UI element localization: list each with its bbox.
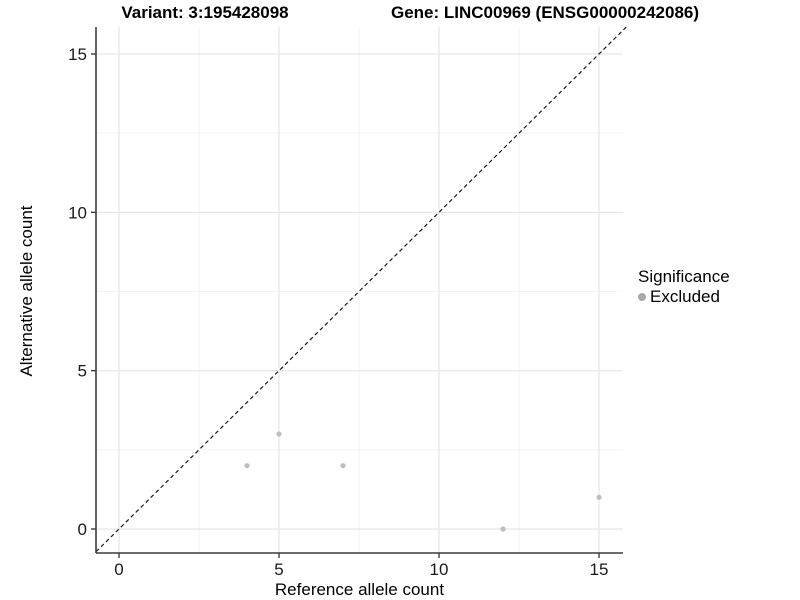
legend-title: Significance <box>638 267 730 286</box>
data-point <box>244 463 250 469</box>
y-tick-label: 0 <box>78 520 87 539</box>
variant-title: Variant: 3:195428098 <box>121 3 289 22</box>
data-point <box>596 494 602 500</box>
y-tick-label: 10 <box>68 203 87 222</box>
legend-item-excluded: Excluded <box>638 287 730 307</box>
legend-point-icon <box>638 293 646 301</box>
x-axis-title: Reference allele count <box>274 580 445 599</box>
data-point <box>340 463 346 469</box>
legend-item-label: Excluded <box>650 287 720 306</box>
x-tick-label: 10 <box>430 560 449 579</box>
data-point <box>500 526 506 532</box>
y-axis-title: Alternative allele count <box>17 205 36 377</box>
y-tick-label: 5 <box>78 362 87 381</box>
legend: Significance Excluded <box>638 266 730 307</box>
y-tick-label: 15 <box>68 45 87 64</box>
x-tick-label: 15 <box>590 560 609 579</box>
gene-title: Gene: LINC00969 (ENSG00000242086) <box>390 3 700 22</box>
x-tick-label: 5 <box>274 560 283 579</box>
data-point <box>276 431 282 437</box>
identity-line <box>95 26 627 553</box>
x-tick-label: 0 <box>114 560 123 579</box>
